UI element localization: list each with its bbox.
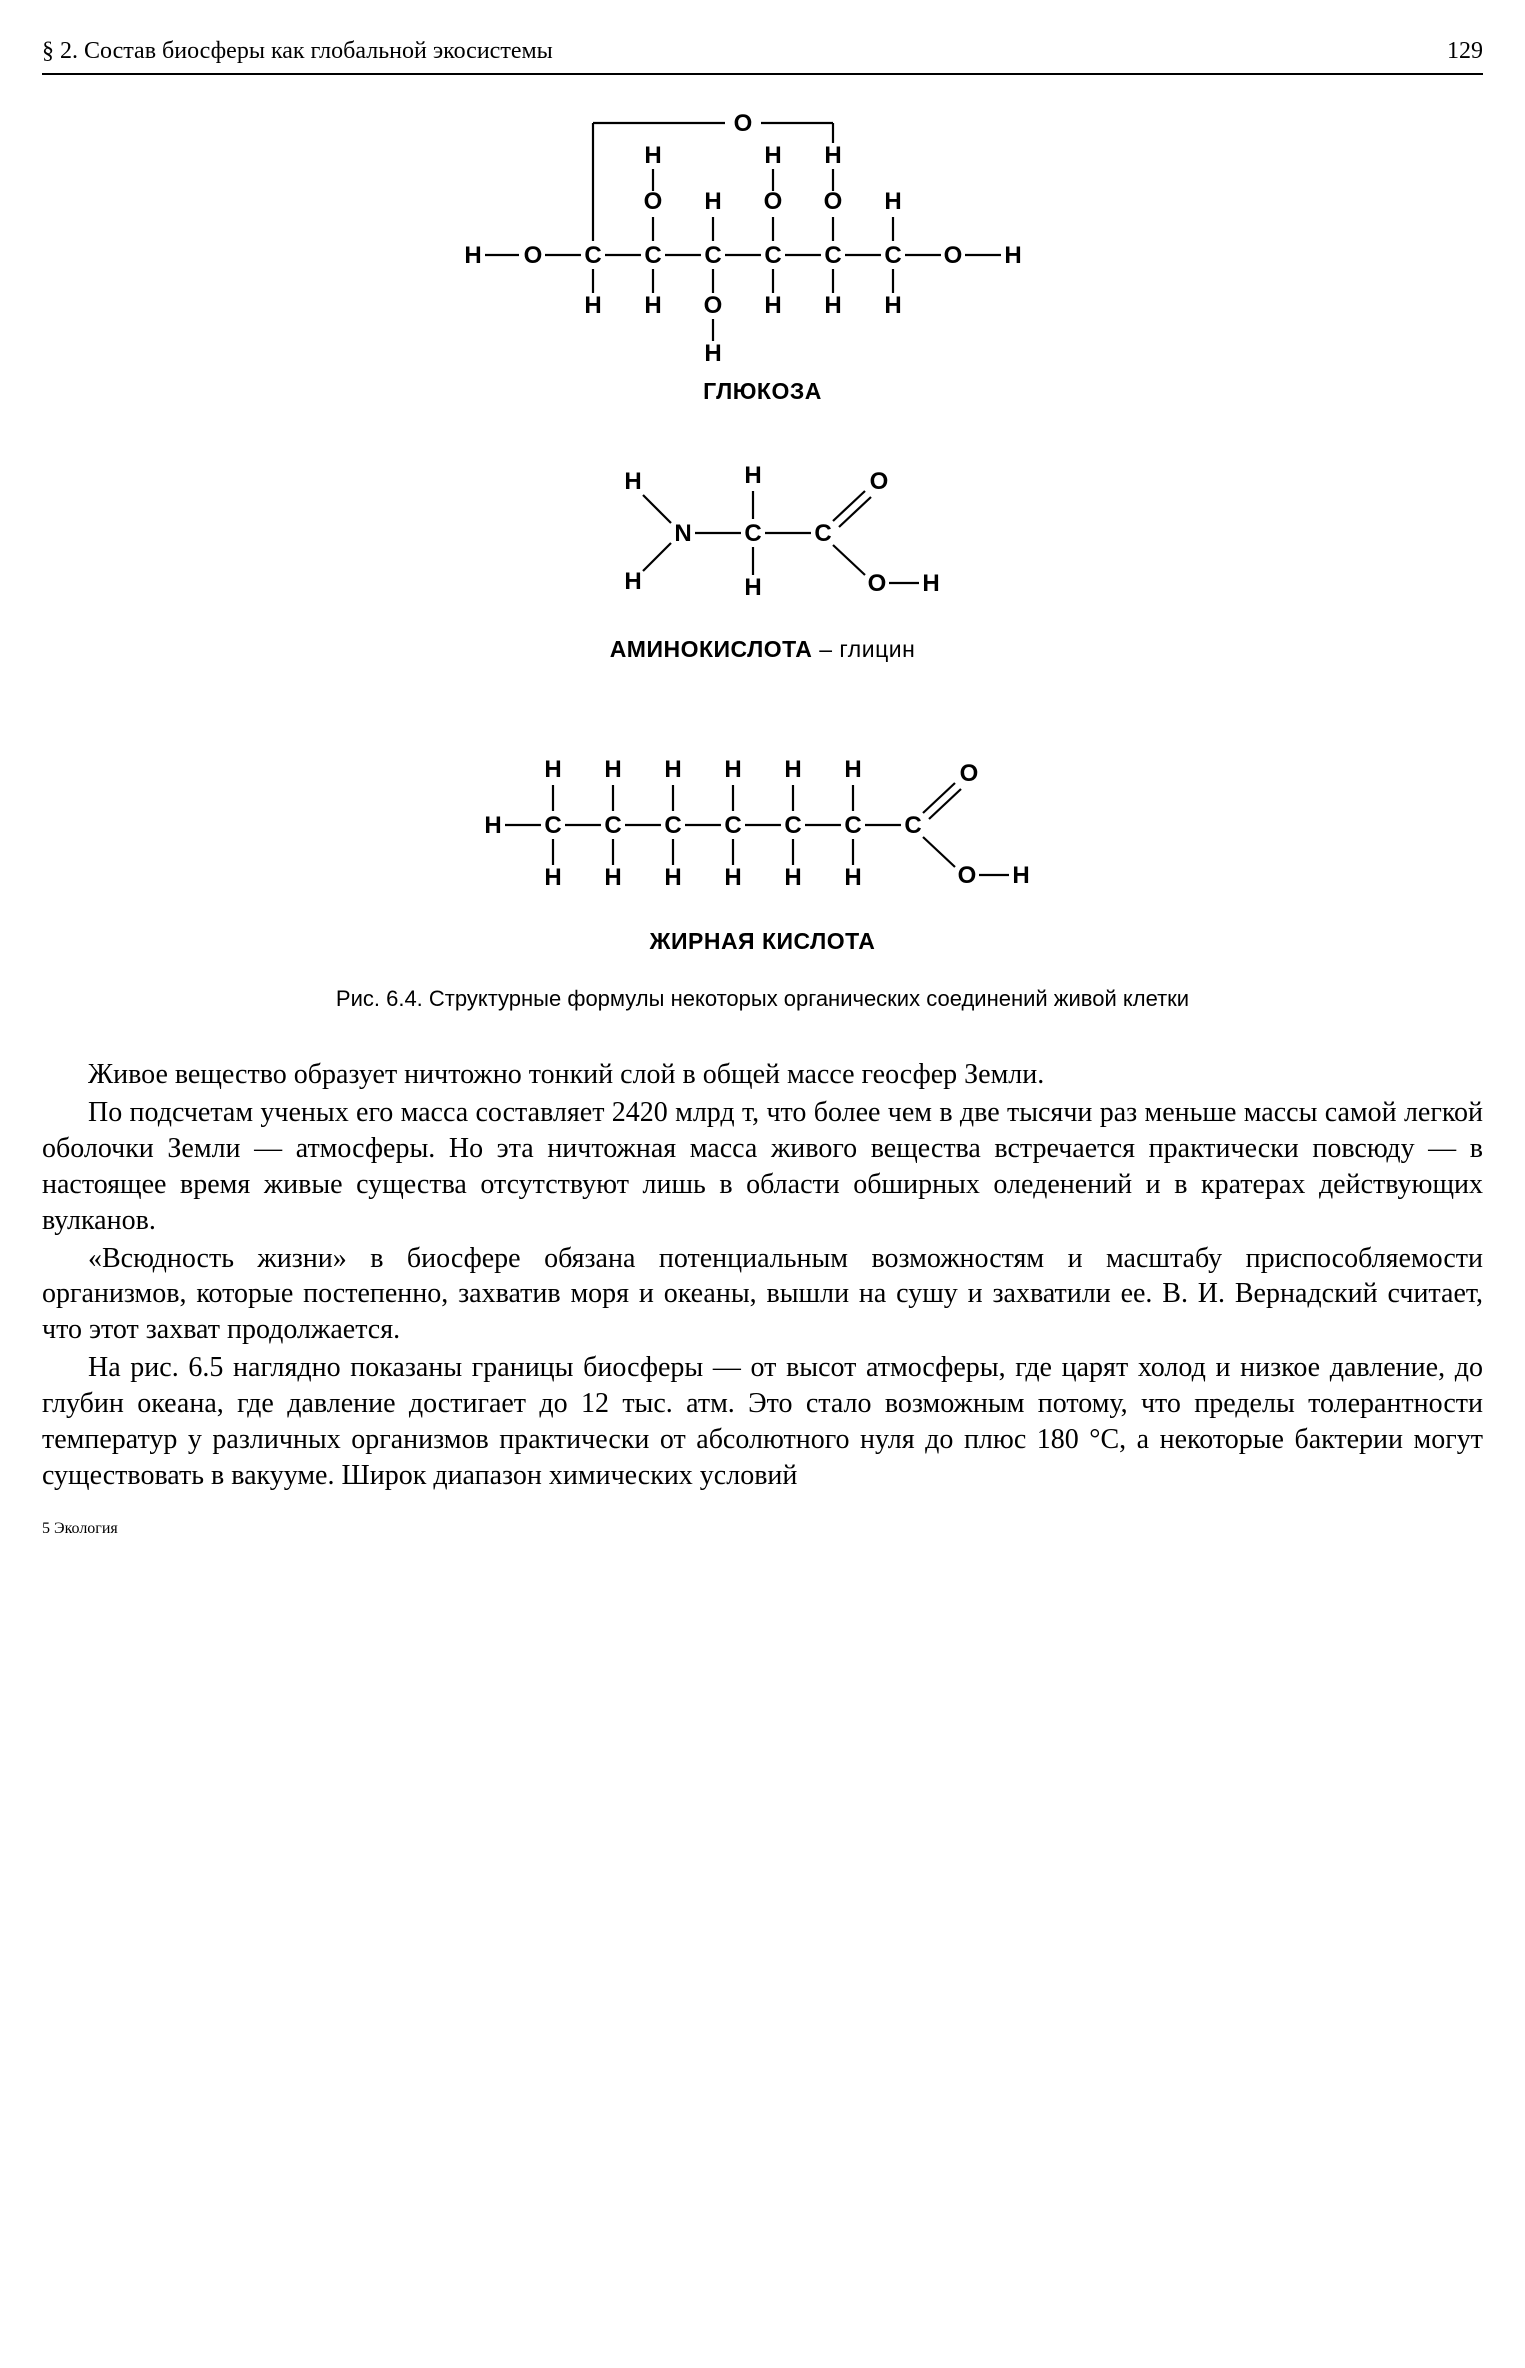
svg-text:C: C	[744, 520, 761, 547]
running-header: § 2. Состав биосферы как глобальной экос…	[42, 36, 1483, 75]
svg-text:O: O	[763, 188, 782, 215]
svg-text:H: H	[704, 340, 721, 365]
sheet-signature: 5 Экология	[42, 1519, 1483, 1540]
glucose-label: ГЛЮКОЗА	[703, 377, 822, 407]
svg-text:H: H	[824, 142, 841, 169]
svg-text:H: H	[484, 812, 501, 839]
svg-text:C: C	[844, 812, 861, 839]
glycine-structure: N C C H H H H O O H	[573, 433, 953, 623]
svg-text:C: C	[544, 812, 561, 839]
svg-text:H: H	[764, 142, 781, 169]
svg-text:H: H	[744, 462, 761, 489]
svg-text:C: C	[884, 242, 901, 269]
svg-text:O: O	[823, 188, 842, 215]
section-title: § 2. Состав биосферы как глобальной экос…	[42, 36, 553, 67]
svg-text:H: H	[624, 468, 641, 495]
svg-text:O: O	[703, 292, 722, 319]
svg-text:O: O	[957, 862, 976, 889]
svg-text:H: H	[824, 292, 841, 319]
svg-text:C: C	[904, 812, 921, 839]
svg-text:H: H	[784, 864, 801, 891]
svg-text:H: H	[1004, 242, 1021, 269]
svg-text:O: O	[869, 468, 888, 495]
svg-text:H: H	[704, 188, 721, 215]
svg-text:H: H	[604, 864, 621, 891]
svg-text:H: H	[764, 292, 781, 319]
svg-text:C: C	[604, 812, 621, 839]
svg-text:H: H	[922, 570, 939, 597]
svg-text:C: C	[704, 242, 721, 269]
svg-text:H: H	[664, 756, 681, 783]
glucose-structure: H O C C C C C C O H H H	[433, 85, 1093, 365]
svg-text:O: O	[643, 188, 662, 215]
svg-text:N: N	[674, 520, 691, 547]
glycine-label: АМИНОКИСЛОТА – глицин	[610, 635, 916, 665]
svg-text:H: H	[724, 864, 741, 891]
svg-text:C: C	[584, 242, 601, 269]
svg-text:O: O	[867, 570, 886, 597]
svg-text:H: H	[724, 756, 741, 783]
svg-text:O: O	[959, 760, 978, 787]
svg-text:H: H	[744, 574, 761, 601]
svg-text:H: H	[644, 142, 661, 169]
svg-text:H: H	[604, 756, 621, 783]
fatty-acid-structure: H C C C C C C C H H H H H H	[453, 725, 1073, 915]
paragraph-2: По подсчетам ученых его масса составляет…	[42, 1095, 1483, 1238]
svg-text:H: H	[544, 864, 561, 891]
svg-text:H: H	[844, 756, 861, 783]
svg-text:H: H	[1012, 862, 1029, 889]
svg-text:O: O	[733, 110, 752, 137]
svg-text:O: O	[523, 242, 542, 269]
glycine-label-thin: – глицин	[812, 636, 915, 662]
svg-text:C: C	[724, 812, 741, 839]
svg-text:H: H	[844, 864, 861, 891]
page-number: 129	[1447, 36, 1483, 67]
svg-text:H: H	[664, 864, 681, 891]
svg-text:H: H	[464, 242, 481, 269]
glycine-label-bold: АМИНОКИСЛОТА	[610, 636, 813, 662]
svg-text:H: H	[584, 292, 601, 319]
paragraph-1: Живое вещество образует ничтожно тонкий …	[42, 1057, 1483, 1093]
svg-text:C: C	[764, 242, 781, 269]
paragraph-3: «Всюдность жизни» в биосфере обязана пот…	[42, 1241, 1483, 1348]
svg-text:H: H	[784, 756, 801, 783]
svg-text:C: C	[784, 812, 801, 839]
svg-text:C: C	[664, 812, 681, 839]
diagram-area: H O C C C C C C O H H H	[42, 85, 1483, 957]
svg-text:H: H	[644, 292, 661, 319]
fatty-acid-label: ЖИРНАЯ КИСЛОТА	[650, 927, 876, 957]
svg-text:H: H	[544, 756, 561, 783]
svg-text:H: H	[884, 188, 901, 215]
svg-text:H: H	[624, 568, 641, 595]
svg-text:O: O	[943, 242, 962, 269]
svg-text:C: C	[814, 520, 831, 547]
figure-caption: Рис. 6.4. Структурные формулы некоторых …	[42, 985, 1483, 1014]
paragraph-4: На рис. 6.5 наглядно показаны границы би…	[42, 1350, 1483, 1493]
svg-text:C: C	[824, 242, 841, 269]
svg-text:H: H	[884, 292, 901, 319]
svg-text:C: C	[644, 242, 661, 269]
